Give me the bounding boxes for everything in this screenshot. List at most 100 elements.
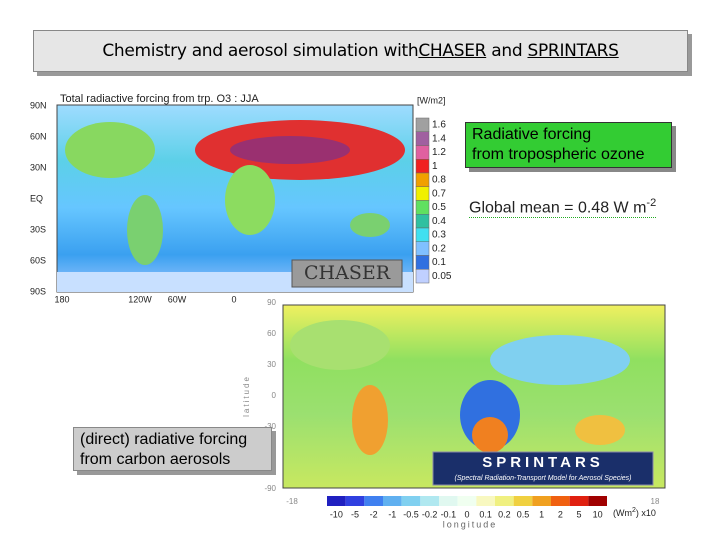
- title-part: Chemistry and aerosol simulation with: [102, 41, 419, 61]
- lat-label: 60N: [30, 131, 47, 141]
- colorbar-swatch: [415, 269, 430, 284]
- aerosol-colorbar: -10 -5 -2 -1 -0.5 -0.2 -0.1 0 0.1 0.2 0.5 1 2 5 10: [327, 496, 607, 519]
- lat-label: 60: [267, 329, 276, 338]
- colorbar-label: 10: [593, 509, 603, 519]
- colorbar-swatch: [457, 496, 477, 506]
- colorbar-label: 5: [576, 509, 581, 519]
- sprintars-logo: SPRINTARS (Spectral Radiation-Transport …: [432, 451, 654, 486]
- colorbar-swatch: [513, 496, 533, 506]
- ozone-colorbar: 1.6 1.4 1.2 1 0.8 0.7 0.5 0.4 0.3 0.2 0.1 0.05: [415, 117, 452, 284]
- colorbar-label: 0: [464, 509, 469, 519]
- colorbar-swatch: [420, 496, 439, 506]
- y-axis-label: latitude: [242, 375, 251, 417]
- lat-label: 90S: [30, 286, 46, 296]
- lon-label: 180: [54, 294, 69, 304]
- colorbar-label: 2: [558, 509, 563, 519]
- note-line: from tropospheric ozone: [472, 146, 645, 163]
- logo-text: SPRINTARS: [482, 454, 604, 471]
- lon-label: 60W: [168, 294, 187, 304]
- colorbar-swatch: [495, 496, 514, 506]
- chaser-logo: CHASER: [291, 259, 403, 288]
- colorbar-swatch: [383, 496, 402, 506]
- x-label: 18: [651, 497, 660, 506]
- lat-label: 60S: [30, 255, 46, 265]
- colorbar-label: 0.2: [432, 243, 446, 254]
- colorbar-label: 0.8: [432, 175, 446, 186]
- logo-text: CHASER: [304, 262, 391, 284]
- global-mean: Global mean = 0.48 W m-2: [469, 197, 657, 219]
- lat-label: 0: [272, 391, 277, 400]
- colorbar-label: -0.2: [422, 509, 438, 519]
- x-label: -18: [286, 497, 298, 506]
- ozone-note: Radiative forcing from tropospheric ozon…: [465, 122, 672, 168]
- lat-label: -90: [264, 484, 276, 493]
- x-axis-label: longitude: [443, 519, 498, 529]
- colorbar-swatch: [415, 172, 430, 187]
- lon-label: 0: [231, 294, 236, 304]
- colorbar-swatch: [345, 496, 365, 506]
- colorbar-swatch: [588, 496, 607, 506]
- colorbar-label: 0.1: [432, 257, 446, 268]
- colorbar-label: 1: [432, 161, 438, 172]
- colorbar-label: -10: [330, 509, 343, 519]
- colorbar-label: 1.6: [432, 120, 446, 131]
- note-line: (direct) radiative forcing: [80, 431, 248, 448]
- colorbar-label: 0.4: [432, 216, 446, 227]
- global-mean-text: Global mean = 0.48 W m: [469, 199, 647, 217]
- colorbar-label: -2: [370, 509, 378, 519]
- colorbar-swatch: [415, 255, 430, 270]
- colorbar-swatch: [532, 496, 551, 506]
- colorbar-label: -0.1: [441, 509, 457, 519]
- lat-label: 30S: [30, 224, 46, 234]
- title-link: SPRINTARS: [527, 41, 619, 61]
- slide-title: Chemistry and aerosol simulation with CH…: [33, 30, 688, 72]
- unit-tail: ) x10: [636, 508, 656, 518]
- colorbar-label: 1: [539, 509, 544, 519]
- colorbar-swatch: [415, 159, 430, 174]
- colorbar-swatch: [327, 496, 346, 506]
- colorbar-label: 1.2: [432, 147, 446, 158]
- colorbar-label: 0.05: [432, 271, 452, 282]
- colorbar-label: 0.5: [432, 202, 446, 213]
- aerosol-note: (direct) radiative forcing from carbon a…: [73, 427, 272, 471]
- colorbar-label: 0.5: [517, 509, 530, 519]
- lat-label: 90N: [30, 100, 47, 110]
- colorbar-label: 0.3: [432, 230, 446, 241]
- colorbar-swatch: [415, 117, 430, 132]
- colorbar-swatch: [415, 131, 430, 146]
- colorbar-label: 0.1: [479, 509, 492, 519]
- colorbar-label: -1: [388, 509, 396, 519]
- map-title: Total radiactive forcing from trp. O3 : …: [60, 93, 259, 105]
- colorbar-unit: (Wm2) x10: [613, 507, 656, 519]
- colorbar-label: 0.7: [432, 188, 446, 199]
- lat-label: 90: [267, 298, 276, 307]
- colorbar-label: 1.4: [432, 133, 446, 144]
- colorbar-swatch: [439, 496, 458, 506]
- colorbar-swatch: [569, 496, 589, 506]
- colorbar-label: -0.5: [403, 509, 419, 519]
- unit-exp: 2: [632, 507, 636, 514]
- lat-label: -30: [264, 422, 276, 431]
- title-link: CHASER: [418, 41, 487, 61]
- note-line: from carbon aerosols: [80, 451, 231, 468]
- colorbar-swatch: [415, 145, 430, 160]
- lon-label: 120W: [128, 294, 152, 304]
- colorbar-swatch: [415, 214, 430, 229]
- colorbar-label: -5: [351, 509, 359, 519]
- colorbar-swatch: [551, 496, 570, 506]
- lat-label: 30N: [30, 162, 47, 172]
- lat-label: 30: [267, 360, 276, 369]
- lat-label: EQ: [30, 193, 43, 203]
- colorbar-swatch: [401, 496, 421, 506]
- colorbar-swatch: [415, 227, 430, 242]
- ozone-map: [56, 104, 414, 293]
- colorbar-swatch: [415, 186, 430, 201]
- note-line: Radiative forcing: [472, 126, 592, 143]
- logo-subtitle: (Spectral Radiation-Transport Model for …: [454, 475, 631, 482]
- global-mean-exp: -2: [646, 197, 657, 209]
- colorbar-label: 0.2: [498, 509, 511, 519]
- colorbar-swatch: [415, 241, 430, 256]
- colorbar-unit: [W/m2]: [417, 95, 446, 105]
